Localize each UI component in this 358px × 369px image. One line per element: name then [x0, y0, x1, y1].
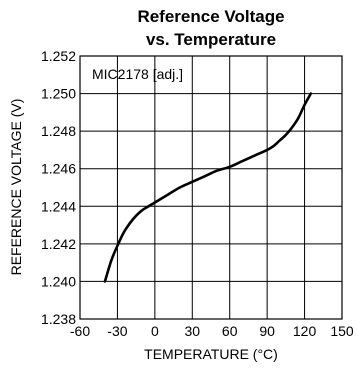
x-tick-label: -30	[107, 323, 127, 339]
series-line	[103, 92, 313, 283]
grid	[80, 56, 342, 319]
chart-title-line-2: vs. Temperature	[146, 30, 276, 49]
x-tick-label: 90	[259, 323, 275, 339]
x-tick-label: 120	[293, 323, 317, 339]
y-axis-label: REFERENCE VOLTAGE (V)	[8, 99, 24, 276]
y-tick-label: 1.238	[41, 311, 76, 327]
x-tick-label: 150	[330, 323, 354, 339]
y-tick-label: 1.240	[41, 273, 76, 289]
y-axis-ticks: 1.238 1.240 1.242 1.244 1.246 1.248 1.250 1.252	[41, 48, 76, 327]
x-tick-label: 0	[151, 323, 159, 339]
x-tick-label: -60	[70, 323, 90, 339]
y-tick-label: 1.252	[41, 48, 76, 64]
annotation-label: MIC2178 [adj.]	[92, 66, 183, 82]
x-tick-label: 60	[222, 323, 238, 339]
x-tick-label: 30	[184, 323, 200, 339]
y-tick-label: 1.246	[41, 161, 76, 177]
x-axis-ticks: -60 -30 0 30 60 90 120 150	[70, 323, 354, 339]
y-tick-label: 1.244	[41, 198, 76, 214]
y-tick-label: 1.242	[41, 236, 76, 252]
y-tick-label: 1.250	[41, 86, 76, 102]
plot-frame	[79, 55, 343, 320]
y-tick-label: 1.248	[41, 123, 76, 139]
chart-title-line-1: Reference Voltage	[137, 7, 284, 26]
x-axis-label: TEMPERATURE (°C)	[144, 346, 278, 362]
